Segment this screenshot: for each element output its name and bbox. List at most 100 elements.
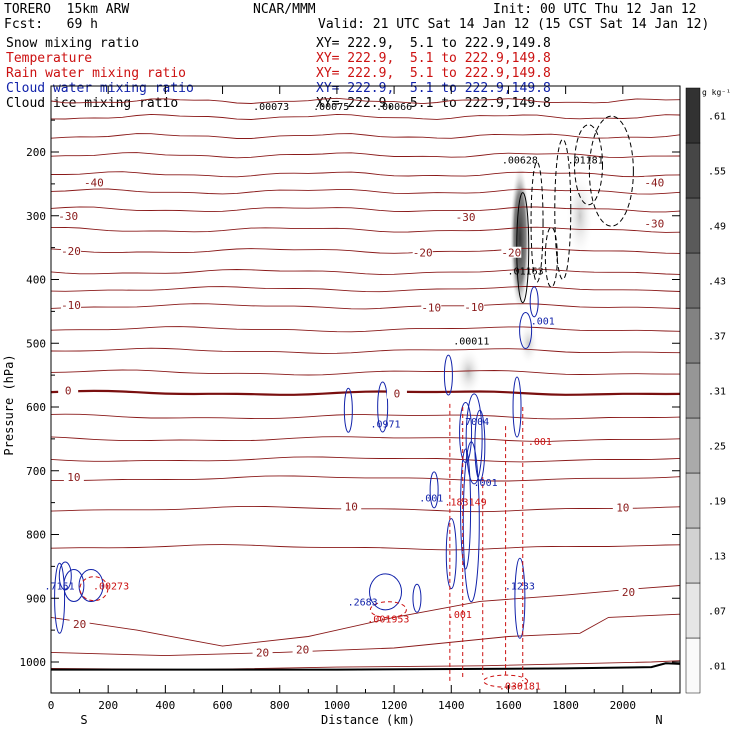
isotherm-label-bg [421, 301, 442, 313]
maximum-value-label: .001 [419, 494, 443, 505]
snow-shading-mid [518, 321, 539, 366]
colorbar-cell [685, 637, 701, 694]
isotherm-label: 20 [622, 586, 635, 599]
maximum-value-label: .00075 [313, 102, 349, 113]
cloud-water-contour [412, 583, 422, 613]
isotherm [51, 97, 680, 105]
cloud-water-contour [58, 561, 72, 591]
field-xy-rain: XY= 222.9, 5.1 to 222.9,149.8 [316, 66, 551, 81]
maximum-value-label: .01181 [568, 156, 604, 167]
x-tick-label: 1400 [438, 699, 465, 712]
colorbar-level-label: .01 [708, 662, 726, 673]
hydrometeor-contours [54, 115, 634, 688]
isotherm [51, 206, 680, 213]
cloud-ice-contour [588, 115, 634, 227]
colorbar-level-label: .37 [708, 332, 726, 343]
cloud-water-contour [460, 448, 472, 570]
model-title: TORERO 15km ARW [4, 2, 130, 17]
forecast-hour: Fcst: 69 h [4, 17, 98, 32]
terrain-line [51, 662, 680, 671]
isotherm-label-bg [644, 176, 665, 188]
cloud-water-contour [465, 393, 483, 485]
isotherm-label-bg [83, 176, 104, 188]
isotherm-label-bg [341, 500, 362, 512]
isotherm [51, 303, 680, 310]
y-axis-label: Pressure (hPa) [2, 354, 16, 455]
maximum-value-label: .2683 [348, 597, 378, 608]
isotherm [51, 133, 680, 139]
isotherm [51, 505, 680, 513]
isotherm-label-bg [63, 471, 84, 483]
isotherm-label-bg [618, 585, 639, 597]
snow-shading-low [454, 346, 483, 397]
north-label: N [655, 713, 662, 727]
isotherm [51, 247, 680, 254]
rain-water-contour [369, 601, 407, 619]
cloud-water-contour [78, 569, 104, 602]
maximum-value-label: .00073 [253, 102, 289, 113]
y-tick-label: 200 [26, 146, 46, 159]
x-tick-label: 1600 [495, 699, 522, 712]
isotherm-label: 20 [296, 643, 309, 656]
x-tick-label: 0 [48, 699, 55, 712]
isotherm-labels: -40 -40 -30 -30 -30 -20 -20 -20 -10 -10 -10 0 0 10 10 1… [58, 176, 665, 659]
org-label: NCAR/MMM [253, 2, 316, 17]
field-label-cloud-ice: Cloud ice mixing ratio [6, 96, 179, 111]
y-tick-label: 600 [26, 401, 46, 414]
colorbar-cell [685, 527, 701, 584]
cloud-water-contour [474, 409, 486, 481]
isotherm-label: -40 [644, 177, 664, 190]
field-label-rain: Rain water mixing ratio [6, 66, 187, 81]
colorbar-cell [685, 252, 701, 309]
field-xy-cloud-water: XY= 222.9, 5.1 to 222.9,149.8 [316, 81, 551, 96]
rain-water-contour [483, 674, 529, 688]
colorbar-level-label: .49 [708, 222, 726, 233]
isotherm-label-bg [464, 300, 485, 312]
cloud-water-contour [377, 381, 389, 433]
field-label-temperature: Temperature [6, 51, 93, 66]
isotherm-label: -10 [61, 299, 81, 312]
isotherm-label-bg [455, 211, 476, 223]
x-tick-label: 1000 [324, 699, 351, 712]
isotherm [51, 544, 680, 551]
cloud-water-contour [343, 387, 353, 433]
y-tick-label: 500 [26, 337, 46, 350]
field-label-cloud-water: Cloud water mixing ratio [6, 81, 194, 96]
colorbar-level-label: .13 [708, 552, 726, 563]
maxima-labels: .00073 .00075 .00066 .00628 .01181 .01163 .000… [45, 102, 604, 692]
cloud-water-contour [512, 376, 522, 438]
isotherm [51, 326, 680, 333]
maximum-value-label: .030181 [499, 682, 541, 693]
x-tick-label: 2000 [610, 699, 637, 712]
isotherm-label: -20 [501, 247, 521, 260]
freezing-isotherm [51, 389, 680, 396]
isotherm [51, 475, 680, 482]
colorbar-level-label: .55 [708, 167, 726, 178]
x-axis-label: Distance (km) [321, 713, 415, 727]
field-xy-temperature: XY= 222.9, 5.1 to 222.9,149.8 [316, 51, 551, 66]
colorbar-level-label: .07 [708, 607, 726, 618]
x-tick-label: 1800 [552, 699, 579, 712]
isotherm-label: -40 [84, 177, 104, 190]
cloud-ice-contour [574, 124, 604, 206]
colorbar-cell [685, 307, 701, 364]
colorbar-level-label: .43 [708, 277, 726, 288]
isotherm [51, 347, 680, 354]
cloud-water-contour [443, 354, 453, 396]
maximum-value-label: .1233 [505, 582, 535, 593]
maximum-value-label: .7004 [459, 417, 489, 428]
snow-shading [454, 163, 594, 397]
colorbar-cell [685, 142, 701, 199]
isotherm [51, 268, 680, 275]
isotherm [51, 226, 680, 233]
isotherm [51, 436, 680, 442]
isotherm-label: 10 [616, 502, 629, 515]
isotherm-label: 20 [73, 618, 86, 631]
cloud-water-contour [63, 569, 85, 602]
isotherm-label-bg [501, 246, 522, 258]
isotherm [51, 413, 680, 420]
x-tick-label: 1200 [381, 699, 408, 712]
maximum-value-label: .183149 [444, 497, 486, 508]
isotherm-label: 0 [394, 388, 401, 401]
